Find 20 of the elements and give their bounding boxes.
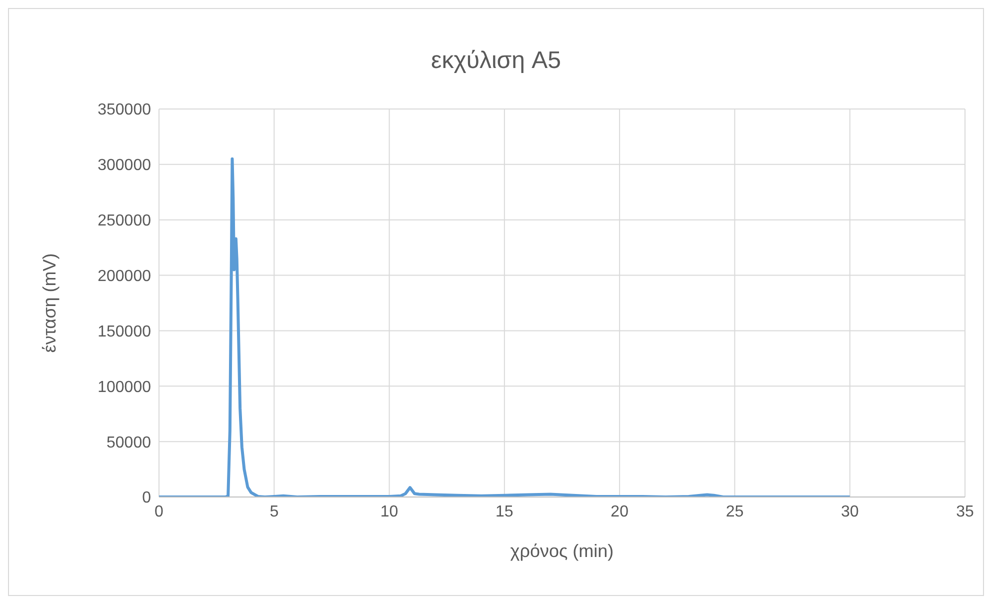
chart-title: εκχύλιση A5 bbox=[430, 47, 562, 75]
x-tick-label: 10 bbox=[380, 503, 398, 520]
y-tick-label: 300000 bbox=[98, 157, 152, 174]
x-tick-label: 30 bbox=[840, 503, 859, 520]
y-tick-label: 50000 bbox=[106, 434, 152, 452]
y-tick-label: 200000 bbox=[98, 268, 152, 285]
x-axis-title: χρόνος (min) bbox=[510, 541, 614, 561]
x-tick-label: 15 bbox=[496, 503, 514, 520]
y-tick-label: 0 bbox=[142, 490, 152, 507]
y-tick-label: 350000 bbox=[98, 102, 152, 119]
x-tick-label: 0 bbox=[154, 503, 164, 520]
y-tick-label: 150000 bbox=[98, 323, 152, 340]
line-series bbox=[159, 157, 852, 497]
x-tick-label: 35 bbox=[956, 503, 974, 520]
y-axis-title: ένταση (mV) bbox=[39, 253, 60, 353]
x-tick-label: 20 bbox=[610, 503, 629, 520]
y-tick-label: 250000 bbox=[98, 212, 152, 230]
x-tick-label: 5 bbox=[270, 503, 279, 520]
x-tick-label: 25 bbox=[726, 503, 744, 520]
y-tick-label: 100000 bbox=[98, 378, 152, 396]
